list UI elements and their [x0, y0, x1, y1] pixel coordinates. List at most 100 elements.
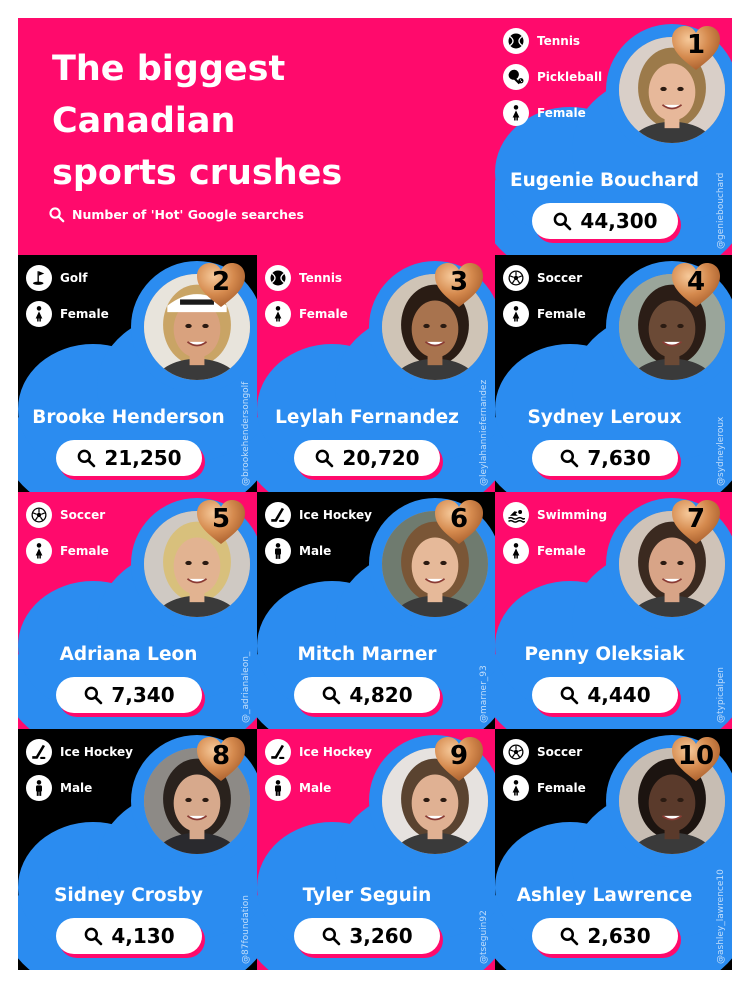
athlete-name: Sidney Crosby	[54, 885, 203, 906]
female-icon	[512, 543, 520, 559]
tag-icon-wrap	[26, 538, 52, 564]
category-tag: Female	[503, 301, 586, 327]
rank-heart: 3	[433, 261, 485, 309]
tag-label: Pickleball	[537, 70, 603, 84]
tag-label: Ice Hockey	[299, 508, 372, 522]
tag-label: Golf	[60, 271, 88, 285]
tag-icon-wrap	[26, 739, 52, 765]
tag-label: Soccer	[537, 745, 583, 759]
athlete-card: 5 Soccer Female Adriana Leon 7,340 @_adrianal…	[18, 492, 257, 729]
tennis-ball-icon	[270, 270, 286, 286]
search-icon	[323, 686, 341, 705]
rank-heart: 5	[195, 498, 247, 546]
heart-icon	[197, 737, 245, 781]
title-line-1: The biggest	[52, 49, 286, 89]
search-icon	[316, 449, 334, 468]
search-icon	[78, 449, 96, 468]
athlete-name: Mitch Marner	[297, 644, 437, 665]
male-icon	[36, 780, 42, 796]
hockey-stick-icon	[271, 507, 285, 522]
rank-heart: 8	[195, 735, 247, 783]
tag-label: Female	[537, 106, 586, 120]
female-icon	[35, 543, 43, 559]
tag-label: Swimming	[537, 508, 608, 522]
heart-icon	[672, 263, 720, 307]
tag-icon-wrap	[265, 502, 291, 528]
tag-label: Female	[299, 307, 348, 321]
category-tag: Female	[26, 538, 109, 564]
category-tag: Ice Hockey	[265, 502, 372, 528]
rank-number: 10	[677, 741, 715, 771]
athlete-card: 2 Golf Female Brooke Henderson 21,250 @brooke…	[18, 255, 257, 492]
search-count: 44,300	[580, 209, 658, 233]
instagram-handle: @typicalpen	[716, 667, 726, 723]
athlete-photo	[619, 511, 725, 617]
tag-label: Soccer	[537, 271, 583, 285]
athlete-photo	[619, 37, 725, 143]
search-icon	[561, 686, 579, 705]
male-icon	[275, 543, 281, 559]
search-count: 2,630	[587, 924, 651, 948]
title-line-2: Canadian	[52, 101, 236, 141]
athlete-photo	[619, 748, 725, 854]
search-icon	[85, 927, 103, 946]
athlete-name: Ashley Lawrence	[516, 885, 693, 906]
category-tag: Golf	[26, 265, 87, 291]
search-count: 7,340	[111, 683, 175, 707]
tag-label: Male	[60, 781, 93, 795]
heart-icon	[435, 500, 483, 544]
heart-icon	[672, 737, 720, 781]
tag-label: Female	[60, 307, 109, 321]
rank-heart: 9	[433, 735, 485, 783]
category-tag: Female	[503, 775, 586, 801]
swimmer-icon	[508, 510, 525, 523]
category-tag: Soccer	[503, 739, 582, 765]
tag-icon-wrap	[265, 538, 291, 564]
search-count-pill: 4,440	[532, 677, 678, 713]
rank-number: 4	[686, 267, 706, 297]
female-icon	[274, 306, 282, 322]
search-count-pill: 20,720	[294, 440, 440, 476]
search-icon	[323, 927, 341, 946]
instagram-handle: @ashley_lawrence10	[716, 869, 726, 964]
heart-icon	[197, 500, 245, 544]
category-tag: Pickleball	[503, 64, 602, 90]
search-count: 21,250	[104, 446, 182, 470]
tennis-ball-icon	[508, 33, 524, 49]
tag-icon-wrap	[503, 739, 529, 765]
female-icon	[512, 105, 520, 121]
tag-icon-wrap	[503, 775, 529, 801]
tag-icon-wrap	[503, 100, 529, 126]
category-tag: Female	[26, 301, 109, 327]
search-count-pill: 2,630	[532, 918, 678, 954]
tag-icon-wrap	[503, 538, 529, 564]
instagram-handle: @tseguin92	[479, 910, 489, 964]
athlete-photo-art	[382, 511, 488, 617]
athlete-photo	[144, 274, 250, 380]
category-tag: Male	[265, 538, 331, 564]
athlete-name: Penny Oleksiak	[524, 644, 685, 665]
category-tag: Male	[26, 775, 92, 801]
soccer-ball-icon	[508, 744, 524, 760]
athlete-name: Leylah Fernandez	[275, 407, 459, 428]
tag-icon-wrap	[503, 265, 529, 291]
search-icon	[561, 449, 579, 468]
category-tag: Ice Hockey	[26, 739, 133, 765]
category-tag: Female	[265, 301, 348, 327]
tag-label: Tennis	[299, 271, 343, 285]
athlete-photo-art	[144, 511, 250, 617]
soccer-ball-icon	[508, 270, 524, 286]
athlete-name: Adriana Leon	[59, 644, 198, 665]
tag-icon-wrap	[503, 64, 529, 90]
instagram-handle: @leylahanniefernandez	[479, 379, 489, 486]
tag-icon-wrap	[265, 775, 291, 801]
pickleball-icon	[508, 69, 524, 85]
athlete-photo-art	[619, 37, 725, 143]
rank-number: 2	[211, 267, 231, 297]
rank-heart: 2	[195, 261, 247, 309]
heart-icon	[197, 263, 245, 307]
search-count: 20,720	[342, 446, 420, 470]
athlete-photo-art	[619, 274, 725, 380]
tag-icon-wrap	[265, 265, 291, 291]
search-count-pill: 21,250	[56, 440, 202, 476]
